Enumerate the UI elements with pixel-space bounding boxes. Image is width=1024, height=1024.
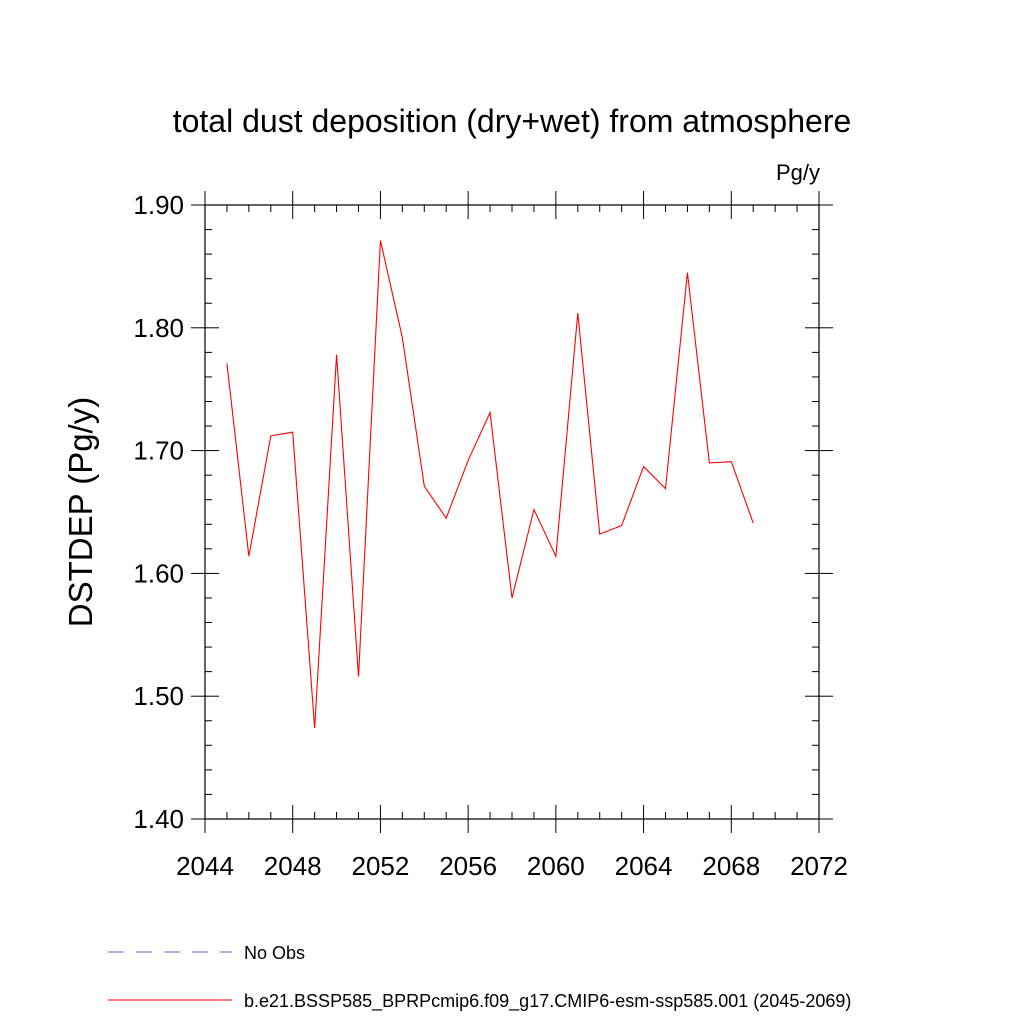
x-tick-label: 2068 <box>702 851 760 881</box>
plot-frame <box>204 204 820 820</box>
x-tick-label: 2048 <box>264 851 322 881</box>
legend-label: b.e21.BSSP585_BPRPcmip6.f09_g17.CMIP6-es… <box>244 991 851 1012</box>
axis-ticks: 2044 2048 2052 2056 2060 2064 2068 2072 1.40 1.50… <box>133 190 848 881</box>
y-tick-label: 1.60 <box>133 558 184 588</box>
chart-title: total dust deposition (dry+wet) from atm… <box>173 103 852 139</box>
x-tick-label: 2056 <box>439 851 497 881</box>
y-axis-label: DSTDEP (Pg/y) <box>62 397 99 627</box>
units-label: Pg/y <box>776 160 820 185</box>
legend-label: No Obs <box>244 943 305 963</box>
y-tick-label: 1.50 <box>133 681 184 711</box>
y-tick-label: 1.80 <box>133 313 184 343</box>
legend: No Obs b.e21.BSSP585_BPRPcmip6.f09_g17.CM… <box>108 943 851 1012</box>
x-tick-label: 2064 <box>615 851 673 881</box>
x-tick-label: 2060 <box>527 851 585 881</box>
y-tick-label: 1.90 <box>133 190 184 220</box>
y-tick-label: 1.40 <box>133 804 184 834</box>
series-line <box>226 240 754 729</box>
x-tick-label: 2072 <box>790 851 848 881</box>
plot-area <box>226 240 754 729</box>
x-tick-label: 2044 <box>176 851 234 881</box>
x-tick-label: 2052 <box>352 851 410 881</box>
y-tick-label: 1.70 <box>133 436 184 466</box>
